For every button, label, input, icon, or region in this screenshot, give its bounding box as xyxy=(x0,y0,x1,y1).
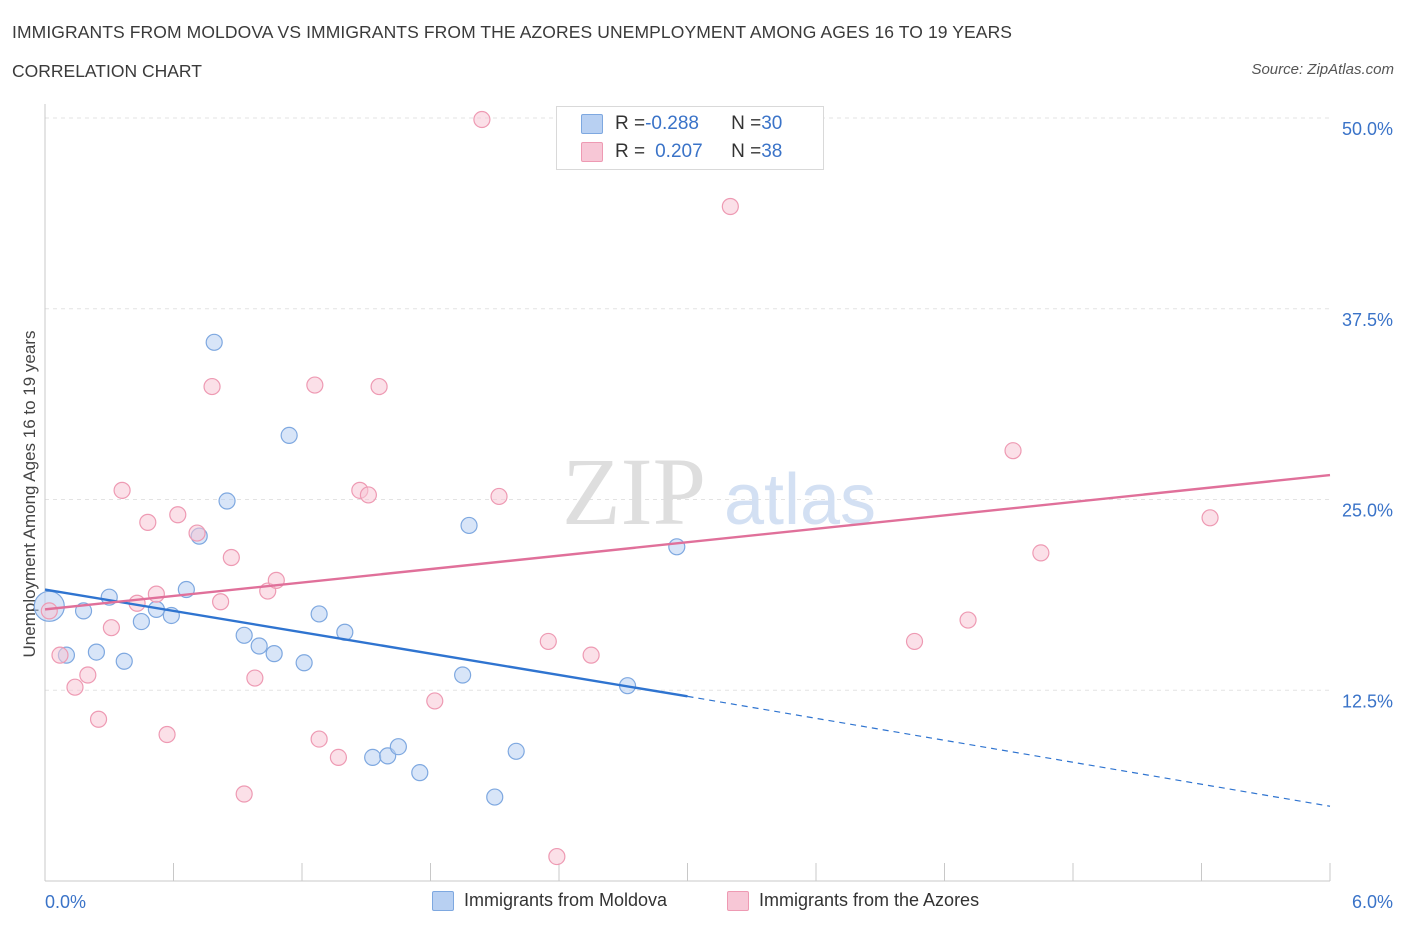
moldova-point xyxy=(205,333,223,351)
y-tick-label: 12.5% xyxy=(1342,691,1393,711)
moldova-point xyxy=(460,516,478,535)
azores-point xyxy=(1004,442,1022,460)
azores-point xyxy=(66,678,84,696)
tick-labels: 12.5% 25.0% 37.5% 50.0% 0.0% 6.0% xyxy=(45,119,1393,912)
moldova-point xyxy=(389,738,407,756)
moldova-trend-extension xyxy=(687,695,1331,807)
azores-point xyxy=(158,725,176,744)
azores-point xyxy=(490,487,508,506)
bottom-legend-label-azores: Immigrants from the Azores xyxy=(759,890,980,910)
x-tick-label: 6.0% xyxy=(1352,892,1393,912)
moldova-point xyxy=(115,652,133,670)
azores-point xyxy=(212,593,230,611)
azores-point xyxy=(246,669,264,687)
azores-point xyxy=(147,585,165,603)
moldova-point xyxy=(218,492,236,510)
bottom-legend-azores: Immigrants from the Azores xyxy=(727,890,979,911)
legend-r-label: R = xyxy=(615,113,646,134)
bottom-legend-swatch-moldova xyxy=(432,890,454,911)
moldova-point xyxy=(411,764,429,782)
grid-lines xyxy=(45,117,1330,691)
azores-point xyxy=(113,481,131,499)
chart-subtitle: CORRELATION CHART xyxy=(12,61,202,81)
azores-point xyxy=(222,548,240,567)
legend-n-value-azores: 38 xyxy=(761,141,783,162)
azores-point xyxy=(1032,544,1050,562)
azores-point xyxy=(548,847,566,866)
moldova-point xyxy=(132,612,150,631)
azores-point xyxy=(473,110,491,129)
moldova-point xyxy=(250,637,268,655)
azores-point xyxy=(51,646,69,664)
moldova-point xyxy=(310,605,328,623)
moldova-point xyxy=(507,742,525,760)
azores-point xyxy=(310,730,328,748)
azores-point xyxy=(359,486,377,504)
azores-point xyxy=(370,377,388,396)
legend-n-label: N = xyxy=(731,113,762,134)
x-tick-label: 0.0% xyxy=(45,892,86,912)
moldova-point xyxy=(295,654,313,672)
legend-r-value-moldova: -0.288 xyxy=(645,113,699,134)
azores-point xyxy=(169,506,187,524)
azores-point xyxy=(721,197,739,216)
moldova-point xyxy=(280,426,298,445)
correlation-legend: R = -0.288 N = 30 R = 0.207 N = 38 xyxy=(556,106,824,170)
azores-point xyxy=(188,524,206,542)
legend-r-value-azores: 0.207 xyxy=(655,141,703,162)
source-credit: Source: ZipAtlas.com xyxy=(1251,61,1394,78)
azores-point xyxy=(426,692,444,710)
moldova-point xyxy=(454,666,472,684)
azores-point xyxy=(539,632,557,651)
y-tick-label: 37.5% xyxy=(1342,310,1393,330)
moldova-point xyxy=(235,626,253,644)
azores-point xyxy=(139,513,157,531)
azores-point xyxy=(306,376,324,394)
moldova-point xyxy=(87,643,106,661)
axes xyxy=(44,104,1331,882)
azores-point xyxy=(203,377,221,396)
watermark-zip: ZIP xyxy=(562,438,706,545)
moldova-trend-line xyxy=(44,588,688,698)
azores-trend-line xyxy=(44,473,1331,611)
azores-point xyxy=(235,785,253,803)
legend-r-label: R = xyxy=(615,141,646,162)
azores-point xyxy=(582,646,600,664)
chart-title: IMMIGRANTS FROM MOLDOVA VS IMMIGRANTS FR… xyxy=(12,22,1013,42)
moldova-point xyxy=(265,645,283,663)
azores-point xyxy=(40,602,58,620)
watermark: ZIP atlas xyxy=(562,438,876,545)
legend-n-value-moldova: 30 xyxy=(761,113,783,134)
legend-row-azores: R = 0.207 N = 38 xyxy=(581,140,782,164)
bottom-legend-label-moldova: Immigrants from Moldova xyxy=(464,890,668,910)
legend-swatch-azores xyxy=(581,142,603,162)
watermark-atlas: atlas xyxy=(724,460,876,540)
y-tick-label: 25.0% xyxy=(1342,501,1393,521)
legend-n-label: N = xyxy=(731,141,762,162)
moldova-point xyxy=(668,538,686,556)
bottom-legend-swatch-azores xyxy=(727,890,749,911)
legend-row-moldova: R = -0.288 N = 30 xyxy=(581,112,782,136)
legend-swatch-moldova xyxy=(581,114,603,134)
azores-point xyxy=(89,710,108,728)
y-tick-label: 50.0% xyxy=(1342,119,1393,139)
moldova-point xyxy=(486,788,504,806)
data-points xyxy=(33,110,1219,866)
azores-point xyxy=(329,748,348,766)
azores-point xyxy=(1201,509,1219,527)
moldova-point xyxy=(364,748,382,766)
azores-point xyxy=(102,619,120,637)
azores-point xyxy=(905,632,924,651)
azores-point xyxy=(79,666,97,684)
azores-point xyxy=(959,611,977,629)
trend-lines xyxy=(44,473,1331,807)
bottom-legend-moldova: Immigrants from Moldova xyxy=(432,890,667,911)
